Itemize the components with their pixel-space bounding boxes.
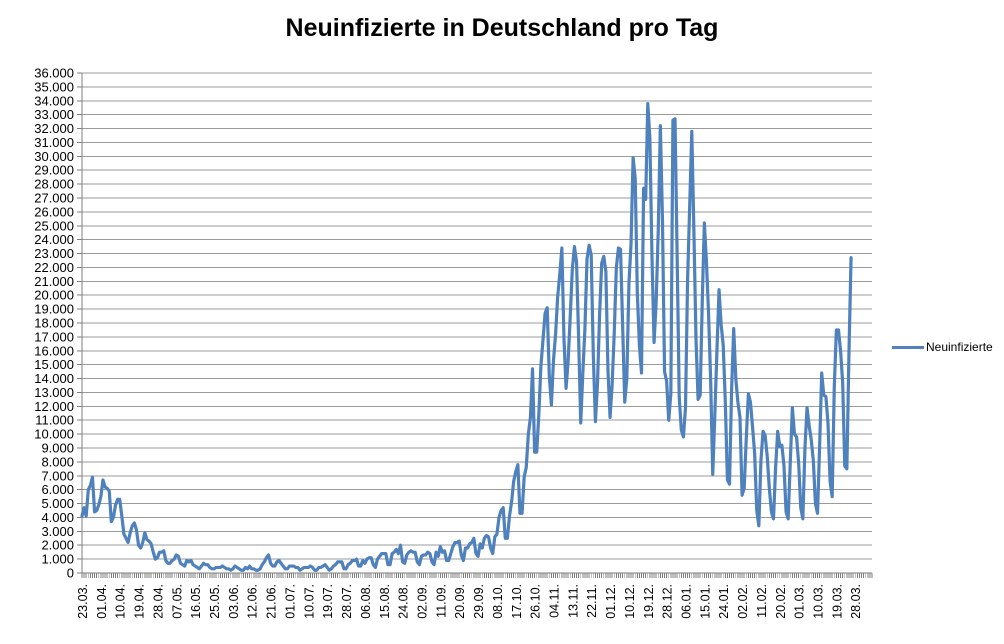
y-tick-label: 19.000 [34,302,74,317]
x-tick-label: 10.12. [623,584,637,619]
y-tick-label: 36.000 [34,66,74,81]
x-tick-label: 03.06. [227,584,241,619]
y-tick-label: 5.000 [41,496,74,511]
x-tick-label: 01.07. [283,584,297,619]
y-tick-label: 0 [67,566,74,581]
y-tick-label: 25.000 [34,218,74,233]
x-tick-label: 10.07. [302,584,316,619]
y-tick-label: 31.000 [34,135,74,150]
x-tick-label: 02.09. [415,584,429,619]
y-tick-label: 32.000 [34,121,74,136]
x-tick-label: 28.03. [849,584,863,619]
y-tick-label: 4.000 [41,510,74,525]
y-tick-label: 8.000 [41,454,74,469]
y-tick-label: 3.000 [41,524,74,539]
x-tick-label: 12.06. [246,584,260,619]
x-tick-label: 08.10. [491,584,505,619]
x-tick-label: 15.08. [378,584,392,619]
x-tick-label: 19.07. [321,584,335,619]
y-tick-label: 21.000 [34,274,74,289]
y-tick-label: 2.000 [41,538,74,553]
y-tick-label: 22.000 [34,260,74,275]
x-tick-label: 24.08. [397,584,411,619]
x-tick-label: 13.11. [566,584,580,618]
y-tick-label: 1.000 [41,552,74,567]
x-tick-label: 02.02. [736,584,750,619]
y-tick-label: 15.000 [34,357,74,372]
legend: Neuinfizierte [892,340,993,354]
y-tick-label: 17.000 [34,329,74,344]
x-tick-label: 06.01. [680,584,694,619]
x-tick-label: 29.09. [472,584,486,619]
x-tick-label: 04.11. [547,584,561,618]
y-tick-label: 23.000 [34,246,74,261]
x-tick-label: 17.10. [510,584,524,619]
x-tick-label: 19.03. [830,584,844,619]
x-tick-label: 28.04. [151,584,165,619]
y-tick-label: 13.000 [34,385,74,400]
x-tick-label: 16.05. [189,584,203,619]
x-tick-label: 11.09. [434,584,448,618]
y-tick-label: 30.000 [34,149,74,164]
x-tick-label: 24.01. [717,584,731,619]
x-tick-label: 01.12. [604,584,618,619]
x-tick-label: 19.12. [642,584,656,619]
x-tick-label: 25.05. [208,584,222,619]
y-tick-label: 35.000 [34,79,74,94]
legend-line-swatch [892,345,924,349]
y-tick-label: 12.000 [34,399,74,414]
x-tick-label: 01.03. [793,584,807,619]
y-tick-label: 16.000 [34,343,74,358]
chart-title: Neuinfizierte in Deutschland pro Tag [285,14,719,42]
x-tick-label: 20.09. [453,584,467,619]
x-tick-label: 19.04. [133,584,147,619]
legend-series-label: Neuinfizierte [926,340,993,354]
x-tick-label: 11.02. [755,584,769,618]
x-tick-label: 07.05. [170,584,184,619]
x-tick-label: 15.01. [698,584,712,619]
y-tick-label: 29.000 [34,163,74,178]
y-tick-label: 10.000 [34,427,74,442]
neuinfizierte-series-line [80,101,853,572]
x-tick-label: 22.11. [585,584,599,618]
x-tick-label: 06.08. [359,584,373,619]
x-tick-label: 10.03. [812,584,826,619]
y-tick-label: 18.000 [34,316,74,331]
y-tick-label: 28.000 [34,177,74,192]
y-tick-label: 26.000 [34,204,74,219]
y-tick-label: 6.000 [41,482,74,497]
y-tick-label: 24.000 [34,232,74,247]
x-tick-label: 21.06. [265,584,279,619]
y-tick-label: 27.000 [34,191,74,206]
x-tick-label: 10.04. [114,584,128,619]
y-tick-label: 14.000 [34,371,74,386]
y-tick-label: 9.000 [41,441,74,456]
x-tick-label: 28.12. [661,584,675,619]
y-tick-label: 7.000 [41,468,74,483]
x-tick-label: 26.10. [529,584,543,619]
y-tick-label: 33.000 [34,107,74,122]
x-tick-label: 01.04. [95,584,109,619]
y-tick-label: 34.000 [34,93,74,108]
x-tick-label: 28.07. [340,584,354,619]
y-tick-label: 11.000 [35,413,74,428]
x-tick-label: 23.03. [76,584,90,619]
y-tick-label: 20.000 [34,288,74,303]
x-tick-label: 20.02. [774,584,788,619]
